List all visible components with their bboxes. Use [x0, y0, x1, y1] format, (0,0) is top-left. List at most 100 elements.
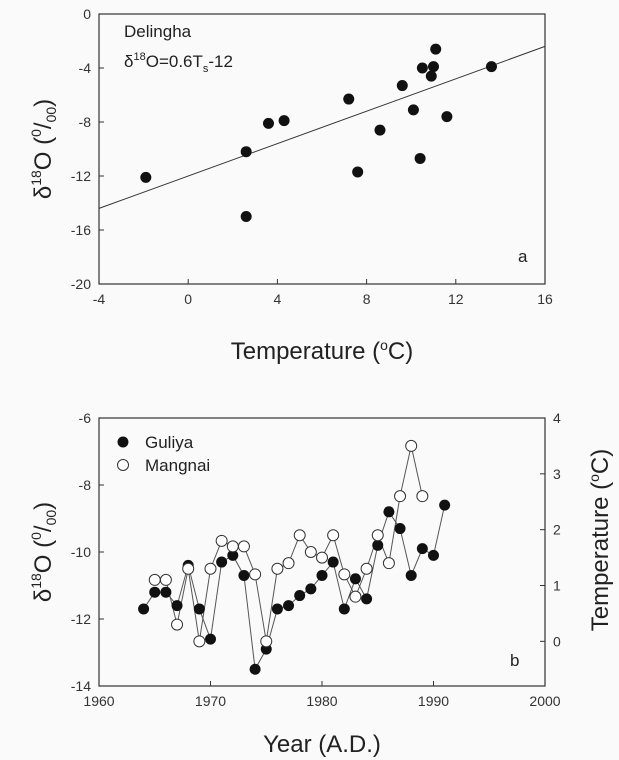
- legend-guliya-marker: [117, 436, 129, 448]
- panel-a-x-tick-label: -4: [93, 291, 106, 307]
- panel-a-ticks: -4 0 4 8 12 16 0 -4 -8 -12 -16 -20: [71, 6, 553, 307]
- panel-b-point-mangnai: [171, 618, 184, 631]
- panel-b-y-tick-label: -14: [71, 678, 91, 694]
- panel-a-y-tick-label: 0: [83, 6, 91, 22]
- panel-b-point-guliya: [338, 603, 350, 615]
- panel-b-x-tick-label: 1960: [83, 693, 114, 709]
- panel-b-point-mangnai: [293, 529, 306, 542]
- panel-b-point-mangnai: [349, 590, 362, 603]
- panel-b-point-mangnai: [416, 490, 429, 503]
- panel-a-x-tick-label: 0: [184, 291, 192, 307]
- panel-a-data-point: [262, 117, 274, 129]
- panel-b-point-guliya: [216, 556, 228, 568]
- panel-b-point-mangnai: [394, 490, 407, 503]
- panel-b-point-guliya: [205, 633, 216, 645]
- panel-b-point-mangnai: [405, 439, 418, 452]
- panel-a-data-point: [343, 93, 355, 105]
- panel-b-point-guliya: [405, 569, 417, 581]
- panel-b-right-y-tick-label: 2: [553, 522, 561, 538]
- panel-b-point-mangnai: [327, 529, 340, 542]
- panel-a-y-tick-label: -20: [71, 276, 91, 292]
- panel-a-x-tick-label: 8: [363, 291, 371, 307]
- panel-b-x-tick-label: 1970: [195, 693, 226, 709]
- panel-b-point-guliya: [171, 600, 183, 612]
- legend-mangnai-marker: [117, 459, 129, 471]
- panel-b-point-mangnai: [338, 568, 351, 581]
- panel-b-point-guliya: [394, 523, 406, 535]
- panel-b-point-mangnai: [316, 551, 328, 564]
- panel-a-data-point: [430, 43, 442, 55]
- panel-b-point-mangnai: [260, 635, 273, 648]
- panel-a-data-point: [374, 124, 386, 136]
- panel-b-point-guliya: [138, 603, 150, 615]
- panel-b-point-mangnai: [215, 534, 228, 547]
- panel-a-x-axis-label: Temperature (oC): [231, 337, 414, 365]
- panel-b-point-guliya: [327, 556, 339, 568]
- panel-b-point-guliya: [349, 573, 361, 585]
- panel-b-right-y-tick-label: 0: [553, 633, 561, 649]
- panel-b-ticks: 1960 1970 1980 1990 2000 -6 -8 -10 -12 -14 4 3 2 1 0: [71, 410, 561, 709]
- panel-b-x-axis-label: Year (A.D.): [263, 731, 381, 758]
- panel-b-x-tick-label: 1980: [306, 693, 337, 709]
- panel-a-label: a: [518, 247, 528, 266]
- panel-b-series-line-guliya: [143, 504, 446, 671]
- panel-b-point-guliya: [249, 663, 261, 675]
- panel-a-y-tick-label: -8: [79, 114, 92, 130]
- panel-a-y-tick-label: -16: [71, 222, 91, 238]
- panel-a-data-point: [407, 104, 419, 116]
- panel-b-point-mangnai: [360, 562, 373, 575]
- panel-b-x-tick-label: 1990: [418, 693, 449, 709]
- panel-a-data-point: [396, 80, 408, 92]
- panel-b-point-mangnai: [148, 573, 161, 586]
- panel-b-point-mangnai: [193, 635, 206, 648]
- panel-b-y-tick-label: -10: [71, 544, 91, 560]
- panel-b-point-guliya: [439, 499, 451, 511]
- panel-b-point-mangnai: [382, 557, 395, 570]
- panel-a-data-point: [441, 111, 453, 123]
- panel-a-y-axis-label: δ18O (0/00): [28, 99, 59, 199]
- panel-a-y-tick-label: -12: [71, 168, 91, 184]
- panel-b-point-guliya: [416, 543, 428, 555]
- panel-a-plot-frame: [98, 13, 546, 285]
- panel-b-point-guliya: [361, 593, 373, 605]
- panel-b-x-tick-label: 2000: [529, 693, 560, 709]
- panel-b-point-guliya: [294, 590, 306, 602]
- panel-a-data-point: [140, 171, 152, 183]
- panel-b-points: [138, 439, 451, 675]
- panel-b-point-guliya: [372, 539, 384, 551]
- panel-b-point-guliya: [149, 586, 161, 598]
- panel-b-point-guliya: [238, 569, 250, 581]
- panel-b-point-guliya: [283, 600, 295, 612]
- panel-a-data-point: [278, 115, 290, 127]
- panel-a-x-tick-label: 12: [448, 291, 464, 307]
- panel-b-y-tick-label: -12: [71, 611, 91, 627]
- panel-a-fit-line: [98, 45, 546, 209]
- panel-a-data-point: [428, 61, 439, 73]
- panel-b-point-mangnai: [304, 546, 317, 558]
- panel-b-right-y-axis-label: Temperature (oC): [586, 449, 614, 632]
- panel-b-y-axis-label: δ18O (0/00): [28, 502, 59, 602]
- panel-a-data-point: [240, 146, 252, 158]
- panel-b-line-chart: 1960 1970 1980 1990 2000 -6 -8 -10 -12 -14 4 3 2 1 0 G…: [28, 410, 614, 758]
- panel-a-data-point: [425, 70, 437, 82]
- panel-b-right-y-tick-label: 1: [553, 578, 561, 594]
- panel-b-label: b: [510, 651, 519, 670]
- panel-b-right-y-tick-label: 3: [553, 466, 561, 482]
- panel-b-y-tick-label: -6: [79, 410, 92, 426]
- panel-a-data-point: [416, 62, 428, 74]
- panel-b-point-guliya: [305, 583, 317, 595]
- panel-b-point-guliya: [227, 549, 239, 561]
- panel-a-y-tick-label: -4: [79, 60, 92, 76]
- panel-b-point-mangnai: [204, 562, 217, 575]
- legend-mangnai-label: Mangnai: [145, 456, 210, 475]
- panel-a-data-point: [485, 61, 497, 73]
- panel-b-point-mangnai: [371, 529, 384, 542]
- panel-b-y-tick-label: -8: [79, 477, 92, 493]
- panel-b-point-mangnai: [226, 540, 239, 553]
- panel-b-point-mangnai: [249, 568, 262, 581]
- panel-b-series-lines: [143, 445, 446, 671]
- panel-a-equation: δ18O=0.6Ts-12: [124, 51, 233, 75]
- panel-b-point-mangnai: [237, 540, 250, 553]
- panel-b-point-guliya: [160, 586, 172, 598]
